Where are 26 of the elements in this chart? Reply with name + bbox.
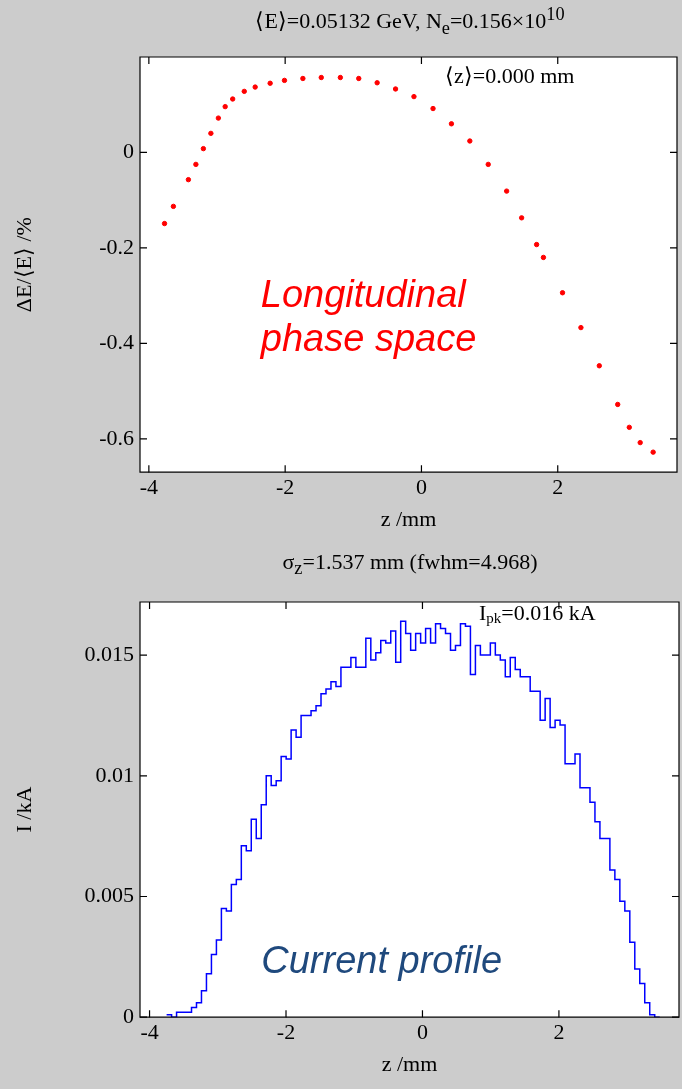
chart-title: ⟨E⟩=0.05132 GeV, N$_{e}$=0.156×10$^{10}$ (254, 4, 566, 39)
y-tick-label: 0.015 (84, 640, 134, 666)
y-tick-label: 0 (123, 1002, 134, 1028)
x-axis-title: z /mm (380, 505, 437, 531)
x-axis-title: z /mm (381, 1050, 438, 1076)
x-tick-label: 2 (552, 474, 564, 500)
annotation: Longitudinal phase space (260, 272, 477, 361)
x-tick-label: 2 (553, 1019, 565, 1045)
y-tick-label: 0.01 (95, 761, 134, 787)
chart-title: σ$_{z}$=1.537 mm (fwhm=4.968) (281, 549, 539, 580)
y-tick-label: -0.4 (99, 329, 134, 355)
y-tick-label: 0.005 (84, 882, 134, 908)
y-tick-label: -0.2 (99, 233, 134, 259)
y-tick-label: -0.6 (99, 424, 134, 450)
y-axis-title: ΔE/⟨E⟩ /% (10, 217, 36, 313)
annotation: ⟨z⟩=0.000 mm (445, 63, 575, 88)
y-axis-title: I /kA (10, 786, 36, 833)
annotation: Current profile (261, 939, 503, 983)
x-tick-label: -4 (140, 1019, 159, 1045)
annotation: I$_{pk}$=0.016 kA (479, 600, 596, 626)
x-tick-label: 0 (416, 1019, 428, 1045)
x-tick-label: -4 (139, 474, 159, 500)
x-tick-label: 0 (415, 474, 427, 500)
x-tick-label: -2 (276, 1019, 296, 1045)
y-tick-label: 0 (123, 138, 134, 164)
x-tick-label: -2 (275, 474, 295, 500)
